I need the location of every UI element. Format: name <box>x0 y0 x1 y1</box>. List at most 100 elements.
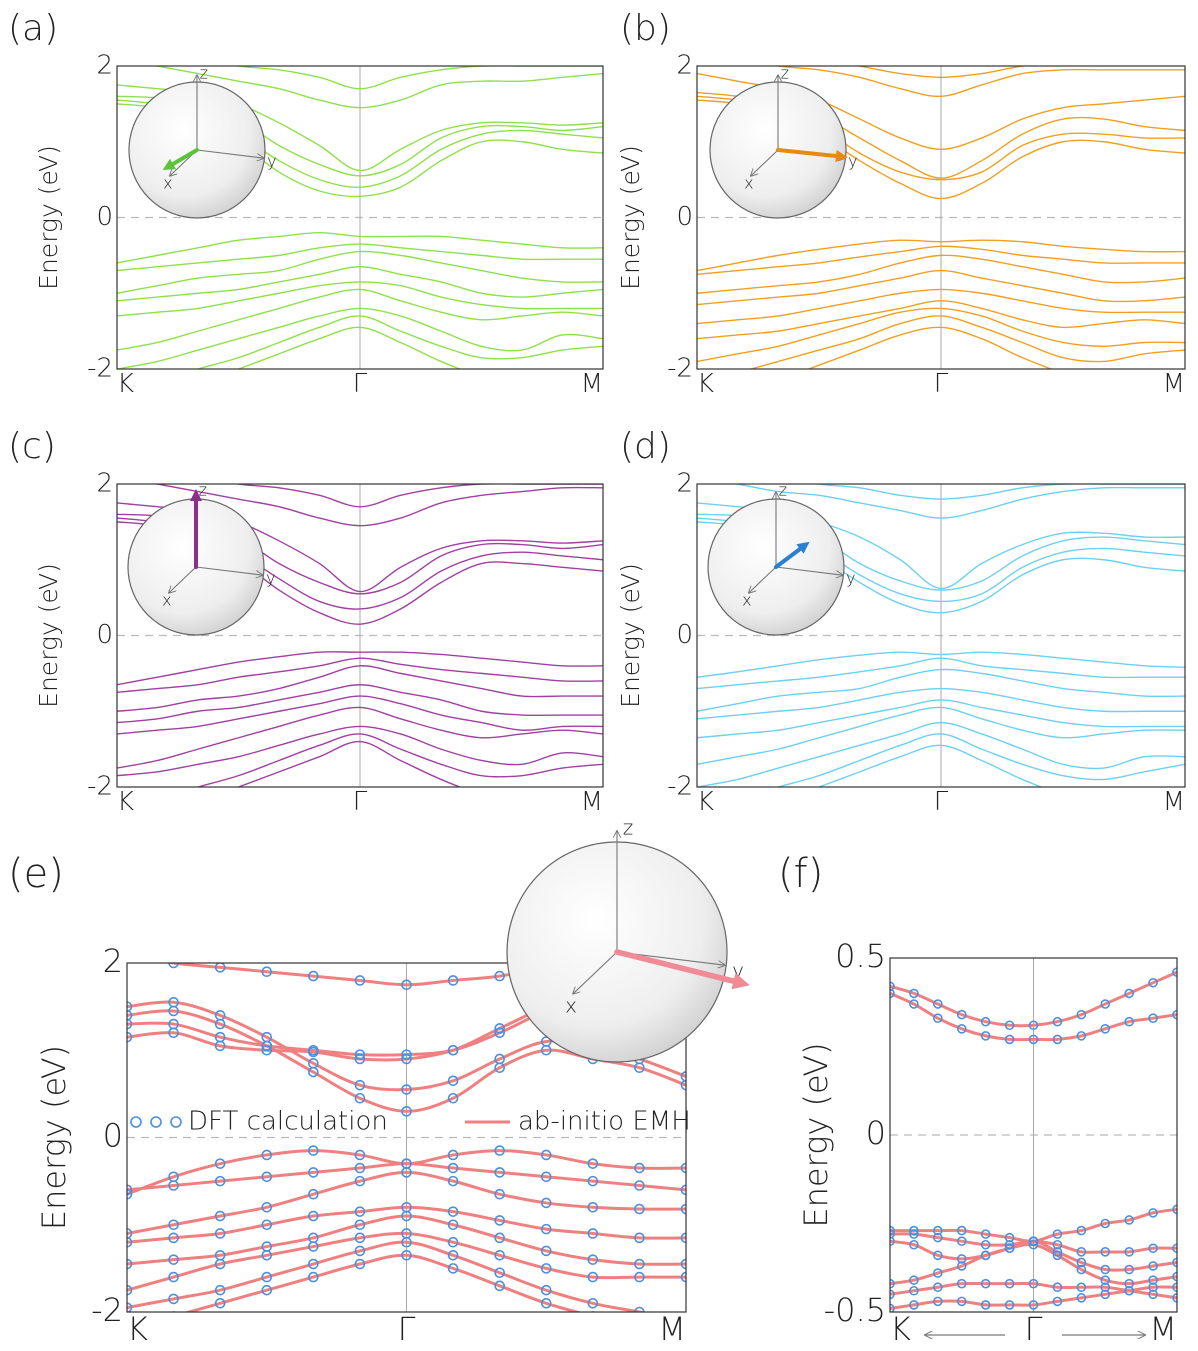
data-point <box>540 1197 552 1209</box>
panel: (a) Energy (eV) -2 0 2 K Γ Mx y z <box>8 8 604 399</box>
data-point <box>494 1027 505 1039</box>
data-point <box>447 1162 459 1174</box>
band-line <box>236 326 603 369</box>
data-point <box>587 1228 599 1239</box>
data-point <box>494 970 505 982</box>
data-point <box>1076 1225 1087 1236</box>
spin-arrow-head <box>162 158 177 171</box>
data-point <box>635 1325 644 1334</box>
data-point <box>1124 1278 1134 1289</box>
data-point <box>127 1188 133 1200</box>
data-point <box>494 1145 505 1156</box>
inset-axis-label: y <box>267 152 276 171</box>
plot-frame <box>116 65 604 370</box>
band-line <box>117 307 603 369</box>
data-point <box>447 975 459 986</box>
spin-inset: x y z <box>506 815 750 1063</box>
band-line <box>117 695 603 735</box>
band-line <box>697 288 1185 325</box>
band-line <box>233 66 603 90</box>
data-point <box>447 1236 459 1248</box>
data-point <box>494 1267 505 1279</box>
data-point <box>1100 1024 1111 1034</box>
data-point <box>890 1289 895 1300</box>
data-point <box>354 1258 366 1270</box>
y-axis-label: Energy (eV) <box>34 563 63 708</box>
data-point <box>587 1271 599 1283</box>
data-point <box>1172 1257 1177 1268</box>
data-point <box>680 1203 686 1215</box>
data-point <box>1172 967 1177 977</box>
panel: (e) Energy (eV) -2 0 2 K Γ M DFT calculation ab-i… <box>8 815 750 1348</box>
data-point <box>1124 1016 1134 1027</box>
band-line <box>117 657 603 694</box>
data-point <box>308 1066 319 1078</box>
bands <box>890 967 1177 1312</box>
data-point <box>890 981 895 992</box>
plot-frame <box>116 483 604 788</box>
y-axis-label: Energy (eV) <box>797 1042 835 1227</box>
legend-marker <box>130 1116 142 1128</box>
data-point <box>308 1210 319 1222</box>
data-point <box>127 1236 133 1248</box>
band-line <box>697 651 1185 678</box>
spin-arrow-head <box>731 972 750 990</box>
data-point <box>1124 1247 1134 1257</box>
spin-arrow-head <box>190 489 202 501</box>
data-point <box>1028 1236 1039 1246</box>
data-point <box>354 1053 366 1065</box>
data-point <box>494 1167 505 1178</box>
data-point <box>261 1271 273 1283</box>
data-point <box>214 1158 226 1169</box>
inset-axis <box>749 566 777 593</box>
spin-arrow <box>171 148 199 166</box>
data-point <box>261 1149 273 1161</box>
data-point <box>214 1228 226 1239</box>
x-tick-label: M <box>1163 787 1185 817</box>
spin-inset: x y z <box>707 480 856 636</box>
data-point <box>680 1162 686 1174</box>
band-line <box>697 307 1185 363</box>
data-point <box>956 1296 967 1307</box>
data-point <box>1100 1218 1111 1229</box>
data-point <box>680 1271 686 1283</box>
x-tick-label: K <box>117 787 134 817</box>
data-point <box>168 1271 179 1283</box>
data-point <box>214 1018 226 1030</box>
band-line <box>195 315 603 369</box>
data-point <box>127 1001 133 1012</box>
data-point <box>1028 1278 1039 1289</box>
x-tick-label: K <box>697 369 714 399</box>
data-point <box>1124 988 1134 999</box>
band-line <box>697 721 1185 787</box>
data-point <box>634 1258 645 1270</box>
data-point <box>587 1297 599 1309</box>
data-point <box>1004 1239 1015 1250</box>
y-tick-label: -2 <box>91 1291 123 1329</box>
data-point <box>980 1031 991 1041</box>
data-point <box>1052 1034 1063 1045</box>
band-line <box>127 1214 686 1266</box>
data-point <box>354 1079 366 1091</box>
data-point <box>933 1282 943 1293</box>
data-point <box>634 1180 645 1191</box>
data-point <box>890 1236 895 1246</box>
panel-label: (a) <box>8 8 58 49</box>
panel-label: (d) <box>620 426 671 467</box>
data-point <box>587 1175 599 1187</box>
band-line <box>748 315 1185 369</box>
data-point <box>540 1284 552 1296</box>
data-point <box>680 1258 686 1270</box>
inset-axis-label: z <box>200 63 208 82</box>
spin-inset: x y z <box>128 63 277 219</box>
plot-frame <box>696 65 1186 370</box>
legend-marker <box>170 1116 182 1128</box>
data-point <box>1052 1016 1063 1027</box>
data-point <box>170 1311 177 1312</box>
data-point <box>933 1268 943 1278</box>
band-line <box>117 706 603 769</box>
panel: (d) Energy (eV) -2 0 2 K Γ Mx y z <box>616 426 1186 817</box>
data-point <box>1004 1243 1015 1254</box>
data-point <box>634 1232 645 1244</box>
